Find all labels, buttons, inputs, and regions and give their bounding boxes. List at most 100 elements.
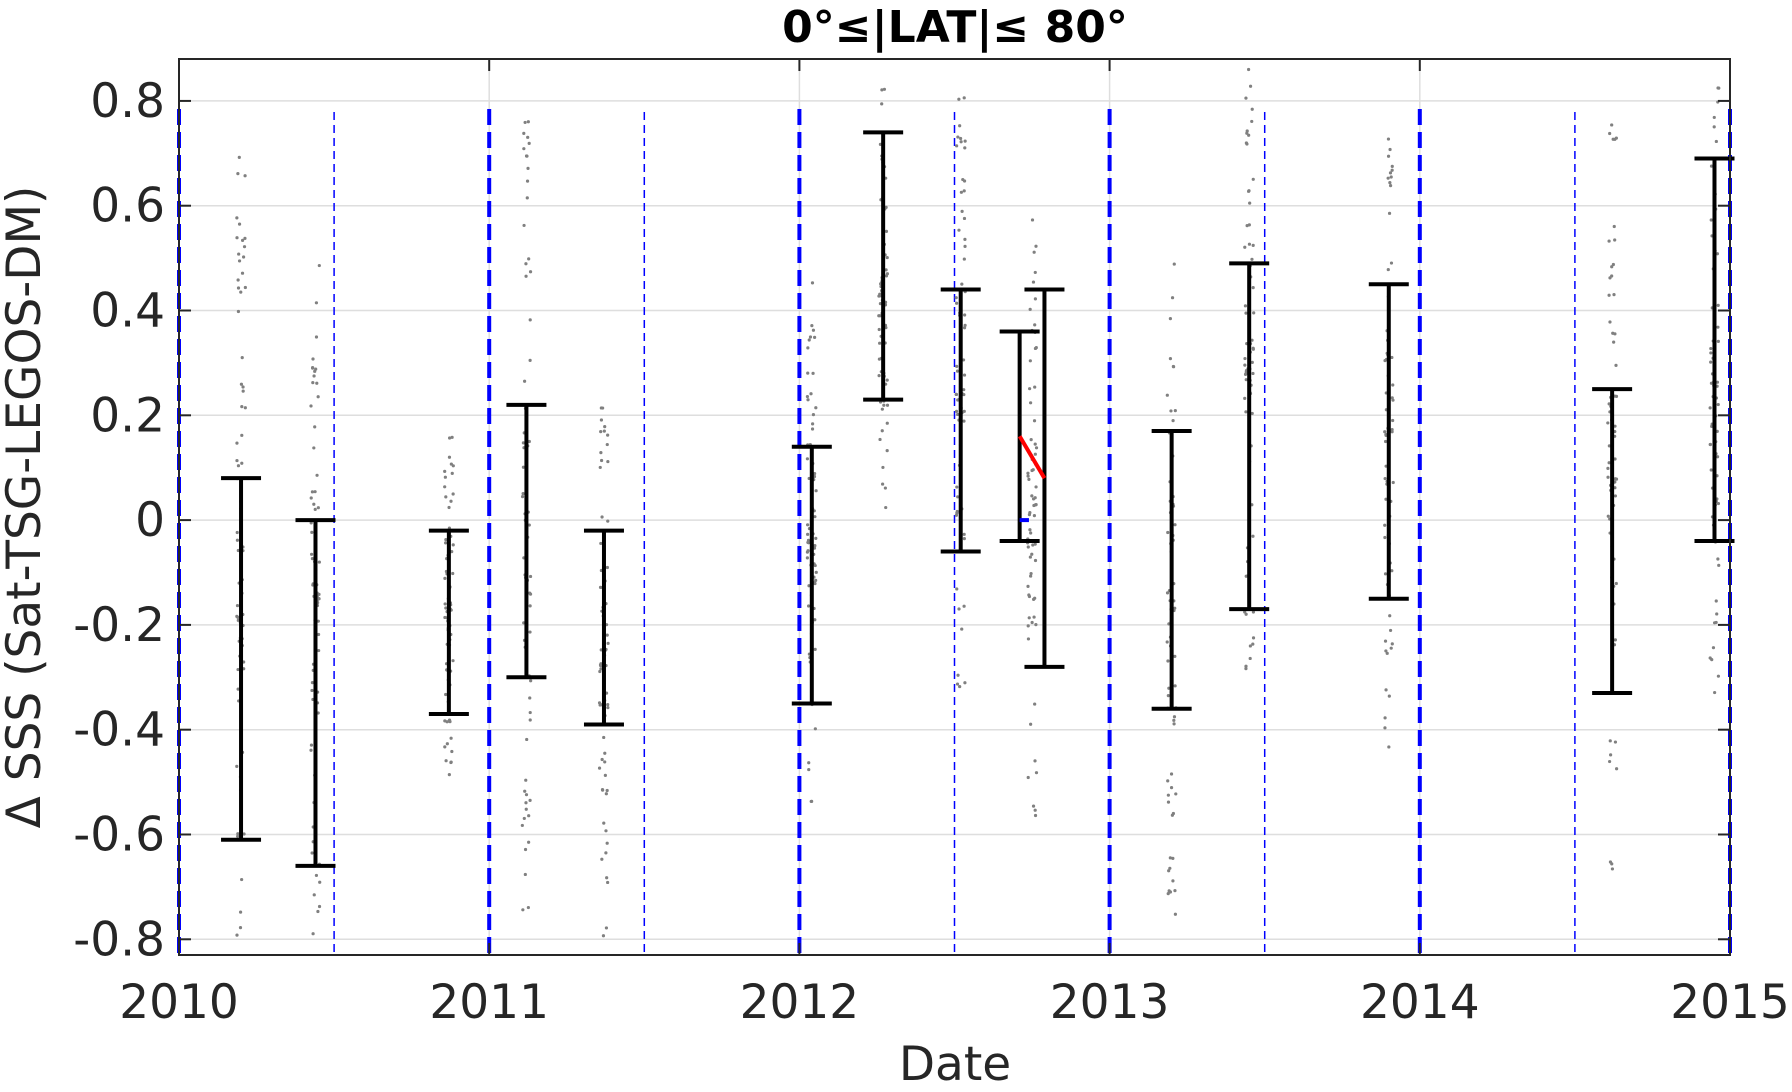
data-point [1611,137,1615,141]
data-point [444,541,448,545]
data-point [807,338,811,342]
data-point [1613,457,1617,461]
data-point [603,751,607,755]
data-point [1173,654,1177,658]
data-point [878,341,882,345]
data-point [1708,442,1712,447]
data-point [962,96,966,100]
data-point [877,294,881,298]
data-point [236,278,240,282]
data-point [963,139,967,143]
data-point [963,237,967,241]
y-tick-label: 0 [135,493,165,548]
data-point [1710,658,1714,662]
data-point [1609,753,1613,757]
data-point [236,286,241,290]
data-point [443,485,447,489]
data-point [814,536,818,540]
data-point [236,464,241,468]
data-point [599,450,603,455]
data-point [963,146,967,150]
y-tick-label: -0.4 [73,703,165,758]
data-point [235,530,239,535]
data-point [1166,694,1170,698]
data-point [528,710,532,715]
data-point [520,823,524,828]
y-axis-label: Δ SSS (Sat-TSG-LEGOS-DM) [0,186,52,829]
data-point [597,766,602,770]
data-point [1028,359,1032,363]
data-point [811,371,815,375]
data-point [1709,164,1714,168]
data-point [521,441,526,445]
data-point [601,934,606,938]
data-point [526,135,530,139]
data-point [1709,468,1713,472]
data-point [605,876,609,880]
data-point [1716,557,1720,561]
data-point [240,405,244,409]
data-point [522,131,526,135]
data-point [309,552,314,556]
data-point [443,576,447,580]
x-tick-label: 2010 [119,975,239,1030]
data-point [1388,147,1392,152]
data-point [963,313,967,317]
data-point [956,673,960,677]
data-point [805,394,810,399]
data-point [444,759,448,763]
data-point [239,382,244,386]
data-point [962,419,966,423]
data-point [954,409,959,414]
data-point [1173,912,1178,916]
y-tick-label: -0.6 [73,807,165,862]
data-point [602,735,606,740]
data-point [961,358,966,362]
data-point [1165,393,1169,397]
data-point [237,259,242,263]
data-point [523,379,527,383]
data-point [1243,396,1247,400]
data-point [526,120,530,124]
data-point [603,425,607,429]
data-point [1244,96,1248,100]
data-point [881,465,885,470]
data-point [449,499,453,503]
data-point [806,532,810,536]
data-point [1165,591,1170,595]
data-point [1033,452,1037,456]
data-point [236,834,240,838]
data-point [451,571,455,576]
x-tick-label: 2011 [429,975,549,1030]
data-point [1029,438,1033,442]
data-point [526,905,530,910]
data-point [312,893,316,897]
data-point [605,565,609,570]
data-point [1614,581,1618,586]
x-tick-label: 2014 [1360,975,1480,1030]
data-point [882,87,887,91]
data-point [1251,636,1256,640]
data-point [1029,531,1033,535]
data-point [885,272,889,276]
data-point [1169,772,1174,776]
data-point [1032,615,1036,619]
data-point [528,798,532,802]
data-point [813,647,817,651]
data-point [1247,189,1251,193]
data-point [314,301,319,305]
data-point [813,618,817,622]
data-point [309,743,314,747]
data-point [811,328,816,332]
data-point [599,406,603,410]
data-point [1606,466,1610,470]
data-point [447,505,451,510]
data-point [1608,320,1612,324]
data-point [1388,628,1393,633]
data-point [1034,446,1039,450]
data-point [884,268,888,272]
data-point [1717,563,1721,567]
data-point [528,630,532,634]
data-point [600,857,604,861]
data-point [806,346,810,350]
